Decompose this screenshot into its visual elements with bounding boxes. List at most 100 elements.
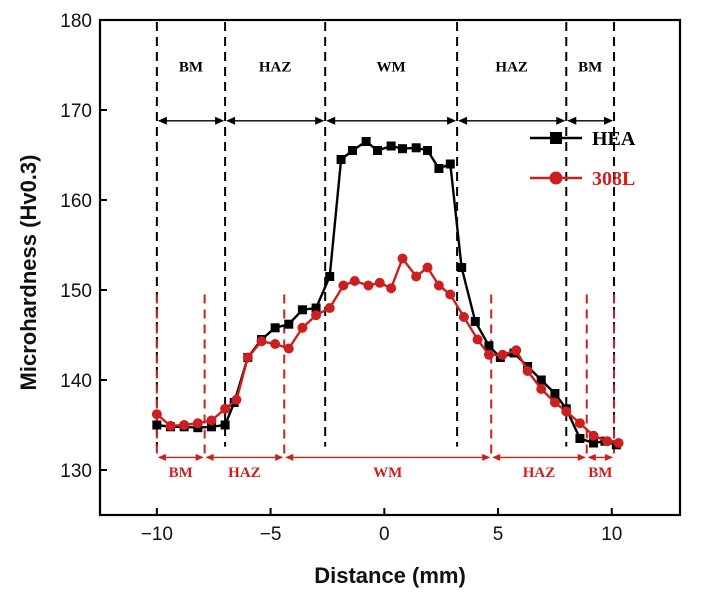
x-tick-label: 0 [379, 524, 390, 545]
zone-top-arrowhead-right [315, 116, 325, 125]
data-point-hea [398, 144, 408, 154]
data-point-308l [483, 349, 494, 360]
zone-top-arrowhead-left [458, 116, 468, 125]
legend-marker-hea [550, 132, 562, 144]
y-tick-label: 150 [60, 281, 92, 302]
data-point-308l [374, 277, 385, 288]
zone-top-arrowhead-right [447, 116, 457, 125]
data-point-hea [457, 263, 467, 272]
data-point-hea [470, 317, 480, 326]
zone-annotations: BM HAZ WM HAZ BM BM HAZ WM HAZ BM [155, 22, 616, 481]
data-point-hea [297, 305, 307, 315]
zone-bottom-label: HAZ [523, 465, 556, 481]
data-point-hea [336, 155, 346, 164]
data-point-308l [283, 343, 294, 354]
axes: −10 −5 0 5 10 130 140 150 160 170 180 Distance (mm)… [16, 11, 622, 588]
data-point-308l [311, 310, 322, 321]
data-point-308l [445, 289, 456, 300]
plot-frame [98, 18, 682, 517]
data-point-308l [220, 403, 231, 414]
data-point-308l [536, 384, 547, 394]
zone-top-arrowhead-left [157, 116, 167, 125]
data-point-hea [206, 422, 216, 432]
y-axis-title: Microhardness (Hv0.3) [16, 155, 41, 391]
data-point-308l [422, 262, 433, 273]
data-point-hea [411, 143, 421, 153]
data-point-hea [550, 389, 560, 398]
data-point-308l [458, 312, 469, 322]
data-point-308l [397, 253, 408, 264]
data-point-308l [602, 436, 613, 447]
data-point-308l [151, 409, 162, 420]
zone-bottom-arrowhead-right [195, 453, 204, 461]
zone-bottom-arrowhead-left [587, 453, 596, 461]
data-point-308l [433, 280, 444, 291]
data-point-hea [386, 141, 396, 151]
data-point-308l [349, 276, 360, 286]
zone-bottom-arrowhead-left [205, 453, 214, 461]
data-point-hea [284, 319, 294, 329]
zone-top-label: HAZ [495, 59, 528, 75]
y-tick-label: 160 [60, 191, 92, 212]
zone-top-arrowhead-left [567, 116, 577, 125]
legend-label-308l: 308L [592, 168, 635, 190]
series-layer [151, 137, 624, 450]
zone-bottom-arrowhead-right [482, 453, 491, 461]
y-tick-label: 140 [60, 371, 92, 392]
x-tick-label: −10 [141, 524, 173, 545]
zone-bottom-label: BM [169, 465, 193, 481]
data-point-308l [613, 438, 624, 448]
data-point-308l [270, 339, 281, 349]
data-point-hea [536, 375, 546, 385]
zone-top-arrowhead-right [556, 116, 566, 125]
x-tick-label: 10 [601, 524, 622, 545]
data-point-308l [324, 303, 335, 313]
zone-bottom-arrowhead-right [605, 453, 614, 461]
data-point-hea [311, 303, 321, 313]
data-point-308l [192, 418, 203, 429]
zone-bottom-arrowhead-right [577, 453, 586, 461]
data-point-308l [231, 394, 242, 405]
data-point-308l [472, 334, 483, 345]
zone-bottom-label: BM [588, 465, 612, 481]
data-point-hea [589, 438, 599, 448]
zone-bottom-arrowhead-right [275, 453, 284, 461]
zone-top-arrowhead-left [326, 116, 336, 125]
data-point-308l [574, 418, 585, 429]
data-point-308l [386, 283, 397, 294]
zone-bottom-arrowhead-left [285, 453, 294, 461]
data-point-hea [445, 159, 455, 169]
data-point-308l [561, 406, 572, 417]
data-point-308l [522, 366, 533, 376]
data-point-308l [588, 430, 599, 441]
data-point-308l [549, 397, 560, 408]
x-tick-label: 5 [493, 524, 504, 545]
data-point-hea [361, 137, 371, 146]
zone-bottom-label: WM [373, 465, 402, 481]
data-point-hea [220, 420, 230, 430]
data-point-308l [338, 280, 349, 291]
zone-top-label: BM [179, 59, 203, 75]
data-point-hea [270, 323, 280, 333]
data-point-hea [423, 146, 433, 155]
data-point-308l [256, 336, 267, 347]
data-point-308l [179, 420, 190, 430]
legend-label-hea: HEA [592, 128, 636, 150]
data-point-308l [497, 349, 508, 360]
data-point-308l [511, 345, 522, 356]
zone-top-label: BM [578, 59, 602, 75]
legend-marker-308l [549, 171, 563, 185]
plot-area [98, 18, 682, 517]
x-axis-title: Distance (mm) [314, 563, 466, 588]
data-point-308l [297, 322, 308, 333]
zone-top-label: WM [377, 59, 406, 75]
zone-top-arrowhead-right [604, 116, 614, 125]
data-point-hea [347, 146, 357, 155]
zone-bottom-arrowhead-left [492, 453, 501, 461]
data-point-hea [372, 146, 382, 155]
y-tick-label: 170 [60, 101, 92, 122]
data-point-308l [411, 271, 422, 282]
data-point-hea [152, 420, 162, 430]
data-point-308l [206, 415, 217, 426]
y-tick-label: 130 [60, 461, 92, 482]
